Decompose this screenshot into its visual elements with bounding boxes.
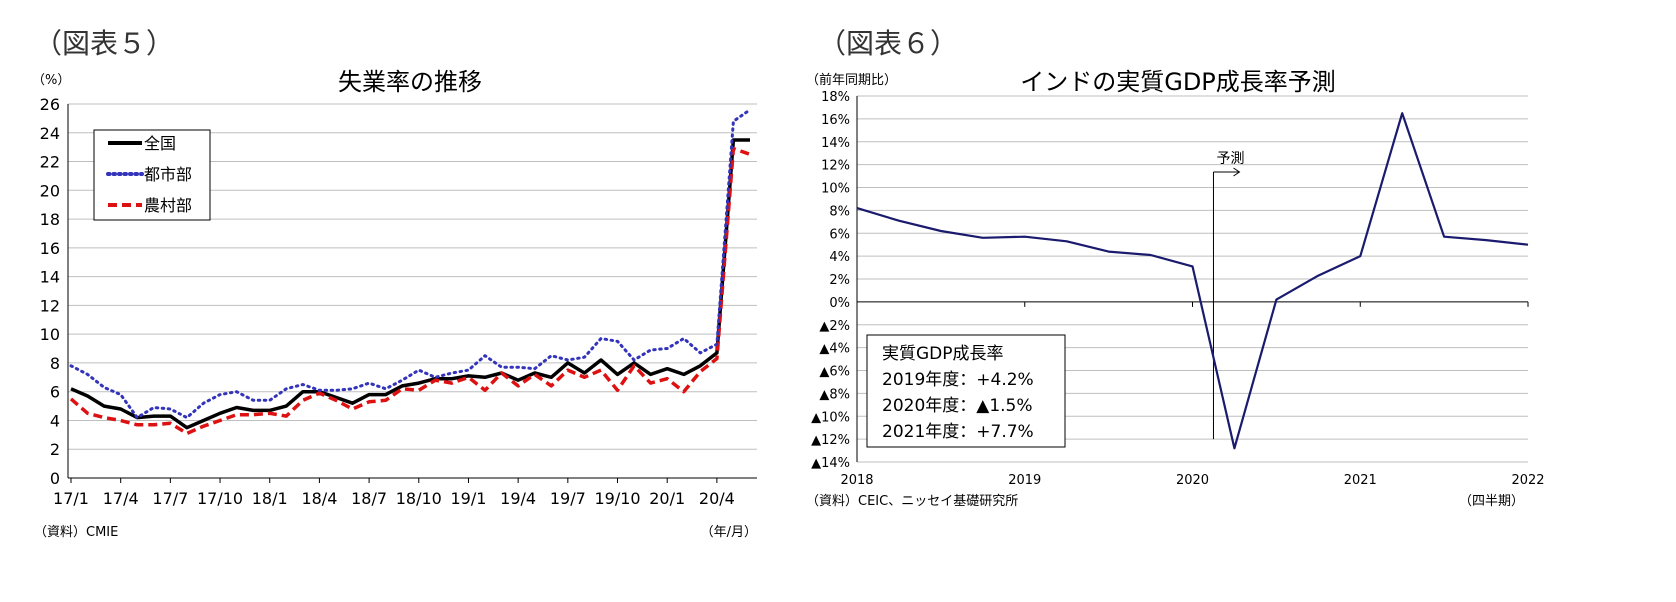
chart2-ytick-label: ▲10% <box>811 410 850 425</box>
chart1-xtick-label: 19/7 <box>550 489 586 508</box>
chart2-ytick-label: 14% <box>821 136 850 151</box>
chart1-xlabel: （年/月） <box>701 525 757 540</box>
chart2-source: （資料）CEIC、ニッセイ基礎研究所 <box>806 494 1018 509</box>
chart1-ytick-label: 14 <box>40 268 60 287</box>
textbox-line-2: 2019年度：+4.2% <box>882 370 1034 390</box>
chart2-xtick-label: 2019 <box>1008 473 1041 488</box>
textbox-line-4: 2021年度：+7.7% <box>882 422 1034 442</box>
chart1-ytick-label: 2 <box>50 440 60 459</box>
legend-label-urban: 都市部 <box>144 165 192 184</box>
chart1-xtick-label: 18/7 <box>351 489 387 508</box>
chart2-title: インドの実質GDP成長率予測 <box>1020 68 1336 96</box>
chart1-ytick-label: 24 <box>40 124 60 143</box>
chart1-ytick-label: 26 <box>40 95 60 114</box>
chart1-ytick-label: 10 <box>40 325 60 344</box>
chart2-ytick-label: ▲6% <box>819 365 850 380</box>
textbox-line-3: 2020年度：▲1.5% <box>882 396 1033 416</box>
chart2-ytick-label: 12% <box>821 159 850 174</box>
chart2-ylabel: （前年同期比） <box>806 72 897 88</box>
chart2-ytick-label: 10% <box>821 182 850 197</box>
chart1-xtick-label: 19/10 <box>594 489 640 508</box>
chart1-series-national <box>70 138 750 430</box>
chart2-ytick-label: 4% <box>829 250 850 265</box>
chart1-xtick-label: 17/4 <box>103 489 139 508</box>
legend-label-national: 全国 <box>144 134 176 153</box>
chart2-ytick-label: ▲14% <box>811 456 850 471</box>
legend-label-rural: 農村部 <box>144 196 192 215</box>
chart2-xtick-label: 2021 <box>1344 473 1377 488</box>
chart2-xtick-label: 2022 <box>1511 473 1544 488</box>
forecast-label: 予測 <box>1216 151 1244 167</box>
textbox-line-1: 実質GDP成長率 <box>882 344 1004 364</box>
chart1-xtick-label: 17/10 <box>197 489 243 508</box>
chart1-xtick-label: 17/7 <box>152 489 188 508</box>
chart1-xtick-label: 20/1 <box>649 489 685 508</box>
chart1-xtick-label: 18/10 <box>396 489 442 508</box>
chart1-xtick-label: 19/4 <box>500 489 536 508</box>
chart2-ytick-label: 16% <box>821 113 850 128</box>
chart2-ytick-label: 0% <box>829 296 850 311</box>
chart1-ytick-label: 8 <box>50 354 60 373</box>
chart1-xtick-label: 20/4 <box>699 489 735 508</box>
chart2-xtick-label: 2018 <box>840 473 873 488</box>
gdp-growth-chart: インドの実質GDP成長率予測 （前年同期比） 18% 16% 14% 12% 10% 8%… <box>806 68 1545 509</box>
chart1-ytick-label: 16 <box>40 239 60 258</box>
chart1-ytick-label: 20 <box>40 181 60 200</box>
chart1-ytick-label: 22 <box>40 153 60 172</box>
chart2-xlabel: （四半期） <box>1459 494 1524 509</box>
chart2-xtick-label: 2020 <box>1176 473 1209 488</box>
chart2-series-gdp <box>856 112 1529 450</box>
chart1-xtick-label: 18/4 <box>301 489 337 508</box>
chart2-ytick-label: ▲12% <box>811 433 850 448</box>
figure-label-6: （図表６） <box>818 27 959 60</box>
chart1-source: （資料）CMIE <box>34 525 118 540</box>
chart1-xtick-label: 17/1 <box>53 489 89 508</box>
chart1-series-urban <box>69 108 752 420</box>
chart1-series-rural <box>69 146 751 436</box>
chart1-ylabel: （%） <box>32 73 70 88</box>
forecast-arrow-head <box>1233 167 1241 177</box>
chart1-ytick-label: 18 <box>40 210 60 229</box>
chart2-ytick-label: 18% <box>821 90 850 105</box>
chart1-ytick-label: 6 <box>50 383 60 402</box>
chart2-ytick-label: ▲2% <box>819 319 850 334</box>
figure-label-5: （図表５） <box>34 27 175 60</box>
chart2-ytick-label: ▲4% <box>819 342 850 357</box>
chart2-ytick-label: 8% <box>829 204 850 219</box>
chart1-xtick-label: 19/1 <box>450 489 486 508</box>
chart1-legend: 全国 都市部 農村部 <box>93 129 211 221</box>
chart1-title: 失業率の推移 <box>338 68 482 96</box>
chart2-ytick-label: ▲8% <box>819 387 850 402</box>
chart1-ytick-label: 4 <box>50 411 60 430</box>
chart1-xtick-label: 18/1 <box>252 489 288 508</box>
chart1-ytick-label: 12 <box>40 296 60 315</box>
chart2-ytick-label: 2% <box>829 273 850 288</box>
chart2-ytick-label: 6% <box>829 227 850 242</box>
chart1-ytick-label: 0 <box>50 469 60 488</box>
gdp-textbox: 実質GDP成長率 2019年度：+4.2% 2020年度：▲1.5% 2021年… <box>866 334 1066 448</box>
